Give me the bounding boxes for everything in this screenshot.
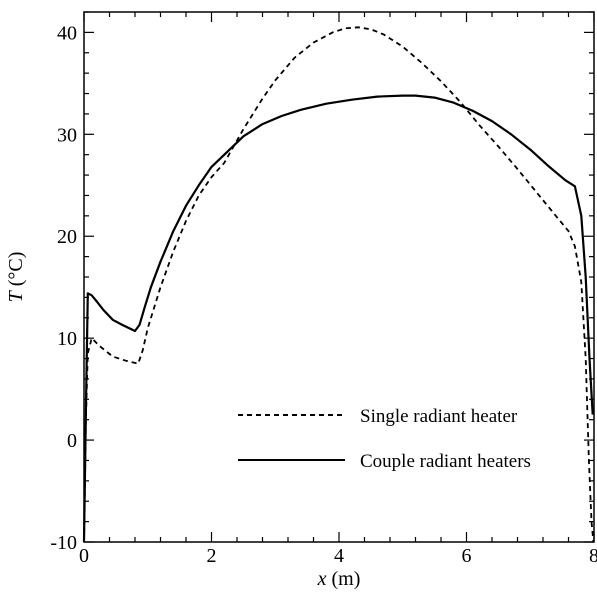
y-tick-label: 20: [57, 226, 77, 248]
y-axis-variable: T: [5, 289, 27, 302]
series-line-couple-heaters: [82, 94, 594, 543]
y-tick-label: -10: [50, 532, 77, 554]
tick-marks: [83, 11, 595, 543]
y-axis-label: T (°C): [5, 252, 27, 303]
legend-label-single: Single radiant heater: [360, 406, 518, 427]
y-tick-label: 30: [57, 124, 77, 146]
plot-frame: [83, 11, 595, 543]
y-tick-label: 0: [67, 430, 77, 452]
legend-label-couple: Couple radiant heaters: [360, 451, 531, 472]
x-tick-label: 8: [589, 545, 597, 567]
x-axis-variable: x: [317, 568, 327, 590]
y-tick-label: 40: [57, 22, 77, 44]
x-tick-label: 2: [207, 545, 217, 567]
y-axis-unit: (°C): [5, 252, 27, 292]
legend: Single radiant heater Couple radiant hea…: [238, 406, 531, 472]
x-axis-unit: (m): [327, 568, 361, 590]
x-tick-label: 0: [79, 545, 89, 567]
series-layer: [82, 26, 595, 543]
series-line-single-heater: [83, 26, 595, 543]
x-tick-label: 4: [334, 545, 344, 567]
x-tick-label: 6: [462, 545, 472, 567]
x-axis-label: x (m): [317, 568, 361, 590]
y-tick-label: 10: [57, 328, 77, 350]
